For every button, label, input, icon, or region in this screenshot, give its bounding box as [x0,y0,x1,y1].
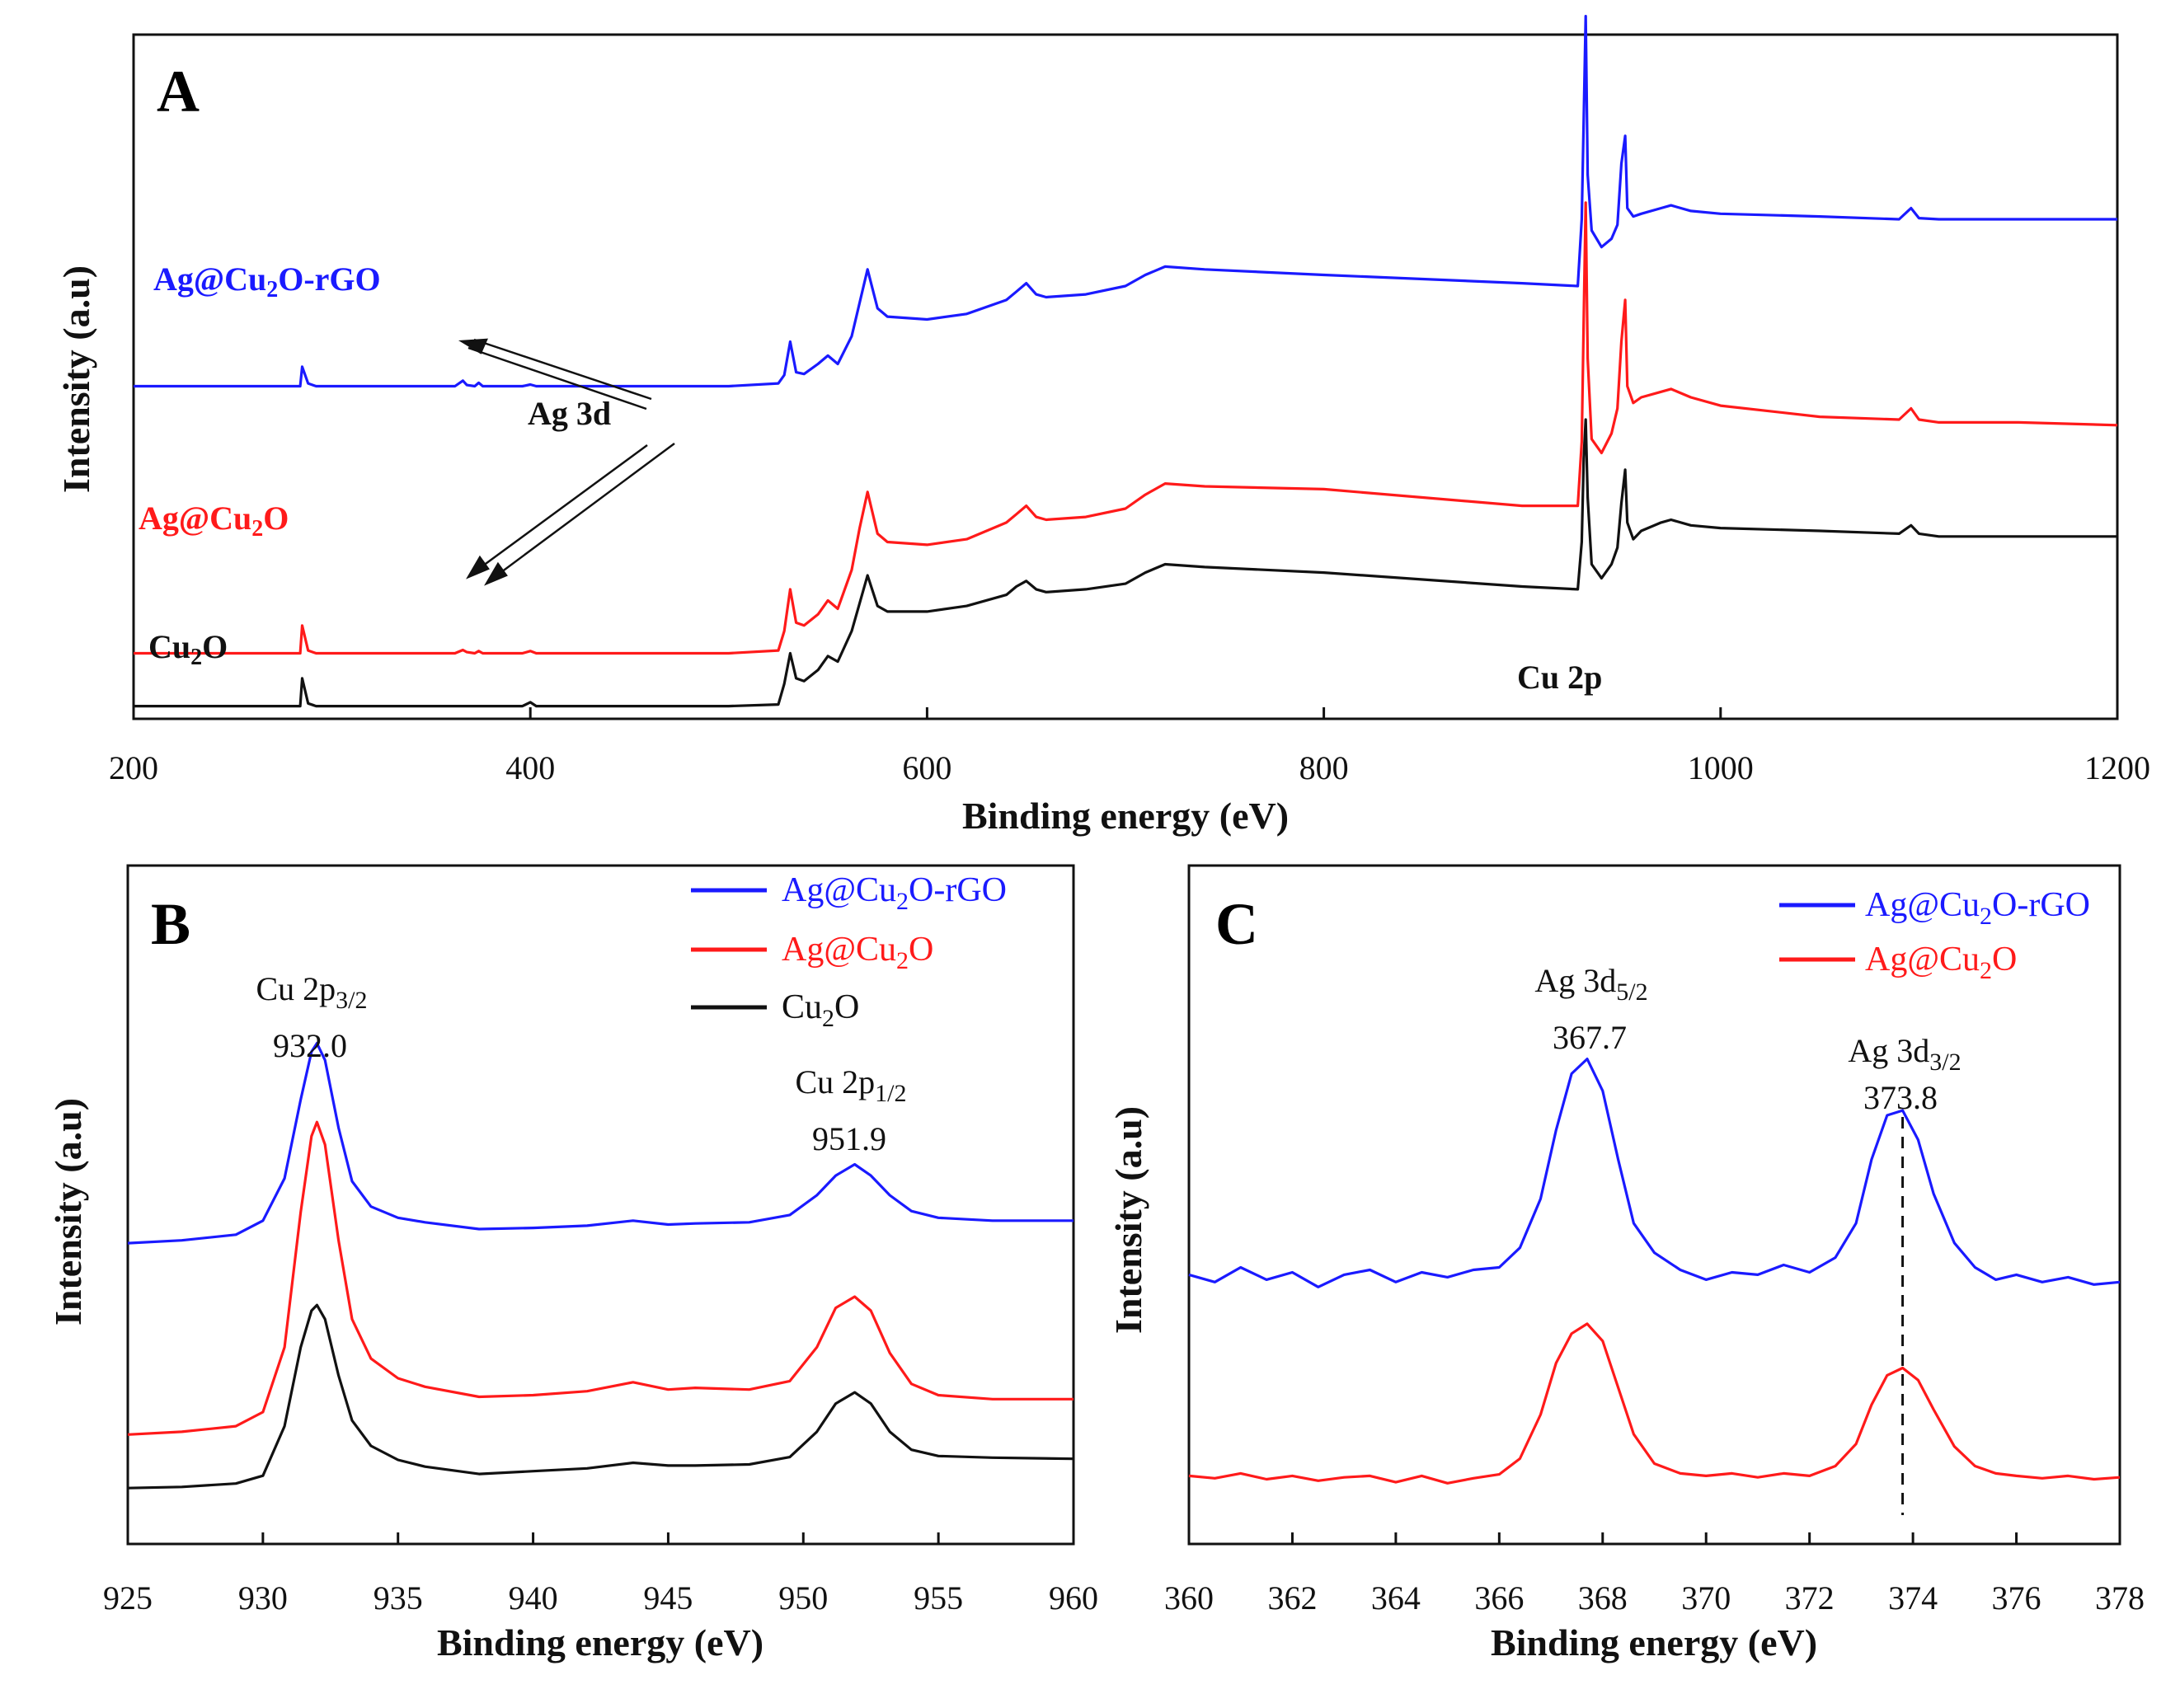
panel-b-plot-frame [126,864,1075,1546]
panel-b-x-tick-label: 930 [238,1579,288,1616]
panel-a-x-axis-title: Binding energy (eV) [962,795,1289,837]
panel-c-x-tick-label: 370 [1681,1579,1731,1616]
panel-a-y-axis-title: Intensity (a.u) [55,265,97,493]
panel-b-x-axis-title: Binding energy (eV) [437,1621,763,1663]
panel-c-x-tick-label: 368 [1578,1579,1628,1616]
panel-a-x-tick-label: 200 [109,749,158,786]
panel-c-letter: C [1215,891,1258,957]
panel-c-series-line-ag-cu2o-rgo [1188,1058,2121,1288]
panel-c-x-tick-label: 372 [1785,1579,1835,1616]
panel-c-annotation-ag-3d52-value: 367.7 [1553,1019,1627,1056]
panel-a-label-ag-cu2o: Ag@Cu2O [139,500,289,542]
panel-a-series-group [134,15,2118,708]
panel-b-annotation-cu-2p32-label: Cu 2p3/2 [256,970,367,1014]
panel-c-x-tick-label: 364 [1371,1579,1421,1616]
panel-a-label-cu2o: Cu2O [148,628,228,670]
panel-b-x-tick-label: 955 [914,1579,963,1616]
panel-a-series-line-ag-cu2o [134,201,2118,655]
panel-c-legend-label-ag: Ag@Cu2O [1865,941,2017,984]
panel-c-annotation-ag-3d32-label: Ag 3d3/2 [1848,1032,1961,1076]
panel-c-ag-3d-spectrum: C 360 362 364 366 368 370 372 374 376 378 Binding… [1107,864,2145,1663]
panel-a-ag-3d-arrows [458,338,675,586]
panel-b-x-tick-label: 960 [1049,1579,1098,1616]
panel-b-legend-label-ag: Ag@Cu2O [782,931,933,974]
panel-a-x-tick-label: 1000 [1688,749,1754,786]
panel-c-x-ticks: 360 362 364 366 368 370 372 374 376 378 [1164,1532,2145,1616]
panel-b-annotation-cu-2p12-value: 951.9 [812,1120,886,1157]
panel-c-series-group [1188,1058,2121,1485]
panel-a-series-line-ag-cu2o-rgo [134,15,2117,388]
panel-b-annotation-cu-2p32-value: 932.0 [273,1027,347,1064]
panel-c-legend-label-rgo: Ag@Cu2O-rGO [1865,886,2090,930]
panel-b-annotation-cu-2p12-label: Cu 2p1/2 [795,1063,906,1107]
panel-b-x-tick-label: 925 [103,1579,153,1616]
panel-c-annotation-ag-3d32-value: 373.8 [1863,1079,1938,1116]
panel-b-letter: B [151,891,190,957]
panel-b-y-axis-title: Intensity (a.u) [47,1098,89,1326]
panel-c-x-tick-label: 362 [1267,1579,1317,1616]
panel-a-annotation-cu-2p: Cu 2p [1517,659,1602,696]
panel-c-x-tick-label: 376 [1992,1579,2041,1616]
panel-a-letter: A [157,59,200,124]
panel-c-plot-frame [1187,864,2121,1546]
panel-b-x-tick-label: 935 [374,1579,423,1616]
panel-b-series-group [127,1042,1074,1490]
panel-a-x-tick-label: 400 [505,749,555,786]
panel-a-x-tick-label: 800 [1299,749,1349,786]
panel-a-survey-spectrum: A 200 400 600 800 1000 1200 Binding energy (e… [55,15,2150,837]
panel-b-legend: Ag@Cu2O-rGO Ag@Cu2O Cu2O [691,871,1007,1032]
panel-b-cu-2p-spectrum: B 925 930 935 940 945 950 955 960 Binding energ… [47,864,1098,1663]
panel-c-series-line-ag-cu2o [1188,1322,2121,1485]
panel-c-x-tick-label: 374 [1888,1579,1938,1616]
panel-b-x-tick-label: 950 [778,1579,828,1616]
panel-b-series-line-ag-cu2o [127,1120,1074,1436]
panel-b-series-line-ag-cu2o-rgo [127,1042,1074,1245]
panel-b-legend-label-rgo: Ag@Cu2O-rGO [782,871,1007,915]
panel-a-x-tick-label: 1200 [2084,749,2150,786]
panel-c-x-axis-title: Binding energy (eV) [1491,1621,1817,1663]
panel-c-legend: Ag@Cu2O-rGO Ag@Cu2O [1779,886,2090,984]
panel-a-label-ag-cu2o-rgo: Ag@Cu2O-rGO [153,260,381,303]
panel-c-x-tick-label: 360 [1164,1579,1214,1616]
panel-c-annotation-ag-3d52-label: Ag 3d5/2 [1534,962,1647,1006]
panel-a-plot-frame [132,33,2119,720]
panel-c-x-tick-label: 378 [2095,1579,2145,1616]
panel-c-y-axis-title: Intensity (a.u) [1107,1106,1149,1334]
panel-a-annotation-ag-3d: Ag 3d [528,395,611,432]
panel-b-x-tick-label: 940 [509,1579,558,1616]
panel-b-x-tick-label: 945 [643,1579,693,1616]
panel-a-series-line-cu2o [134,418,2117,708]
panel-a-x-tick-label: 600 [902,749,951,786]
panel-c-x-tick-label: 366 [1474,1579,1524,1616]
panel-b-x-ticks: 925 930 935 940 945 950 955 960 [103,1532,1098,1616]
panel-b-legend-label-cu2o: Cu2O [782,988,859,1032]
panel-a-x-ticks: 200 400 600 800 1000 1200 [109,707,2150,786]
panel-b-series-line-cu2o [127,1303,1074,1490]
